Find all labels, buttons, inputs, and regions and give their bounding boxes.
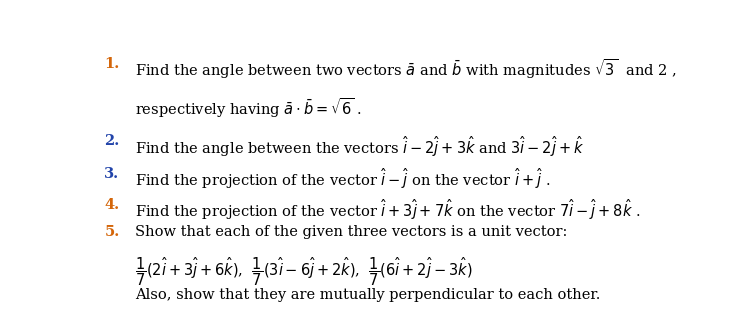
Text: 1.: 1. bbox=[104, 57, 120, 71]
Text: Find the angle between the vectors $\hat{i} -2\hat{j}+3\hat{k}$ and $3\hat{i} -2: Find the angle between the vectors $\hat… bbox=[135, 134, 584, 159]
Text: respectively having $\bar{a} \cdot \bar{b} = \sqrt{6}$ .: respectively having $\bar{a} \cdot \bar{… bbox=[135, 96, 362, 120]
Text: Also, show that they are mutually perpendicular to each other.: Also, show that they are mutually perpen… bbox=[135, 288, 600, 302]
Text: Show that each of the given three vectors is a unit vector:: Show that each of the given three vector… bbox=[135, 225, 567, 239]
Text: 3.: 3. bbox=[104, 166, 120, 181]
Text: Find the angle between two vectors $\bar{a}$ and $\bar{b}$ with magnitudes $\sqr: Find the angle between two vectors $\bar… bbox=[135, 57, 676, 81]
Text: Find the projection of the vector $\hat{i} - \hat{j}$ on the vector $\hat{i} +\h: Find the projection of the vector $\hat{… bbox=[135, 166, 550, 191]
Text: $\dfrac{1}{7}(2\hat{i} +3\hat{j}+6\hat{k})$,  $\dfrac{1}{7}(3\hat{i} -6\hat{j}+2: $\dfrac{1}{7}(2\hat{i} +3\hat{j}+6\hat{k… bbox=[135, 256, 472, 288]
Text: 4.: 4. bbox=[104, 198, 120, 211]
Text: 2.: 2. bbox=[104, 134, 120, 148]
Text: Find the projection of the vector $\hat{i} +3\hat{j}+7\hat{k}$ on the vector $7\: Find the projection of the vector $\hat{… bbox=[135, 198, 640, 222]
Text: 5.: 5. bbox=[104, 225, 120, 239]
